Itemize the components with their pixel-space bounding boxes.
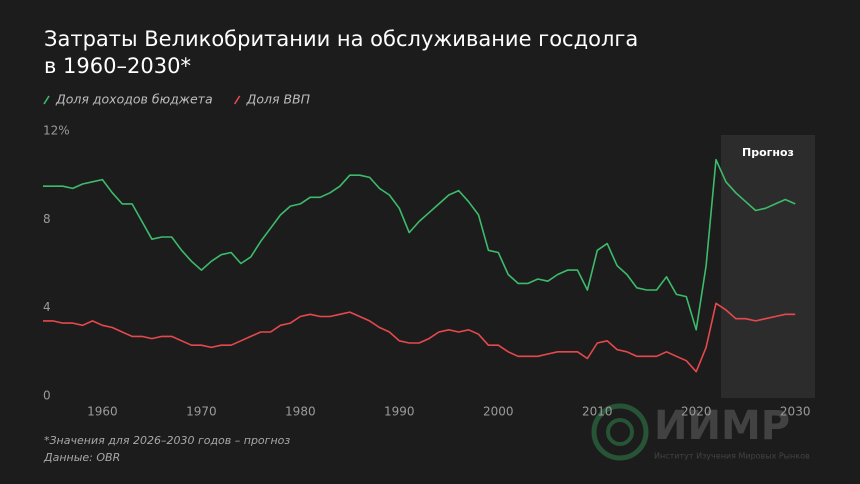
logo-name: ИИМР [654, 403, 790, 449]
legend-label: Доля доходов бюджета [55, 92, 213, 107]
legend-label: Доля ВВП [246, 92, 311, 107]
logo: ИИМР Институт Изучения Мировых Рынков [591, 403, 810, 461]
logo-subtitle: Институт Изучения Мировых Рынков [654, 452, 810, 461]
legend-marker [233, 95, 241, 105]
y-tick-label: 8 [43, 212, 51, 226]
x-tick-label: 1960 [87, 405, 118, 419]
x-tick-label: 1970 [186, 405, 217, 419]
y-tick-label: 4 [43, 300, 51, 314]
line-series [43, 302, 796, 373]
logo-icon [591, 403, 649, 461]
chart-title: в 1960–2030* [44, 54, 191, 78]
source: Данные: OBR [43, 451, 120, 464]
forecast-region [720, 135, 815, 398]
legend-marker [43, 95, 50, 105]
x-tick-label: 2000 [483, 405, 514, 419]
x-tick-label: 1980 [285, 405, 316, 419]
y-tick-label: 12% [43, 124, 70, 138]
x-tick-label: 1990 [384, 405, 415, 419]
y-tick-label: 0 [43, 389, 51, 403]
x-tick-label: 2030 [780, 405, 811, 419]
footnote: *Значения для 2026–2030 годов – прогноз [44, 434, 290, 447]
chart-title: Затраты Великобритании на обслуживание г… [44, 27, 638, 51]
x-tick-label: 2010 [582, 405, 613, 419]
line-series [43, 158, 796, 331]
x-tick-label: 2020 [681, 405, 712, 419]
forecast-label: Прогноз [742, 146, 794, 159]
logo-icon [606, 418, 634, 446]
